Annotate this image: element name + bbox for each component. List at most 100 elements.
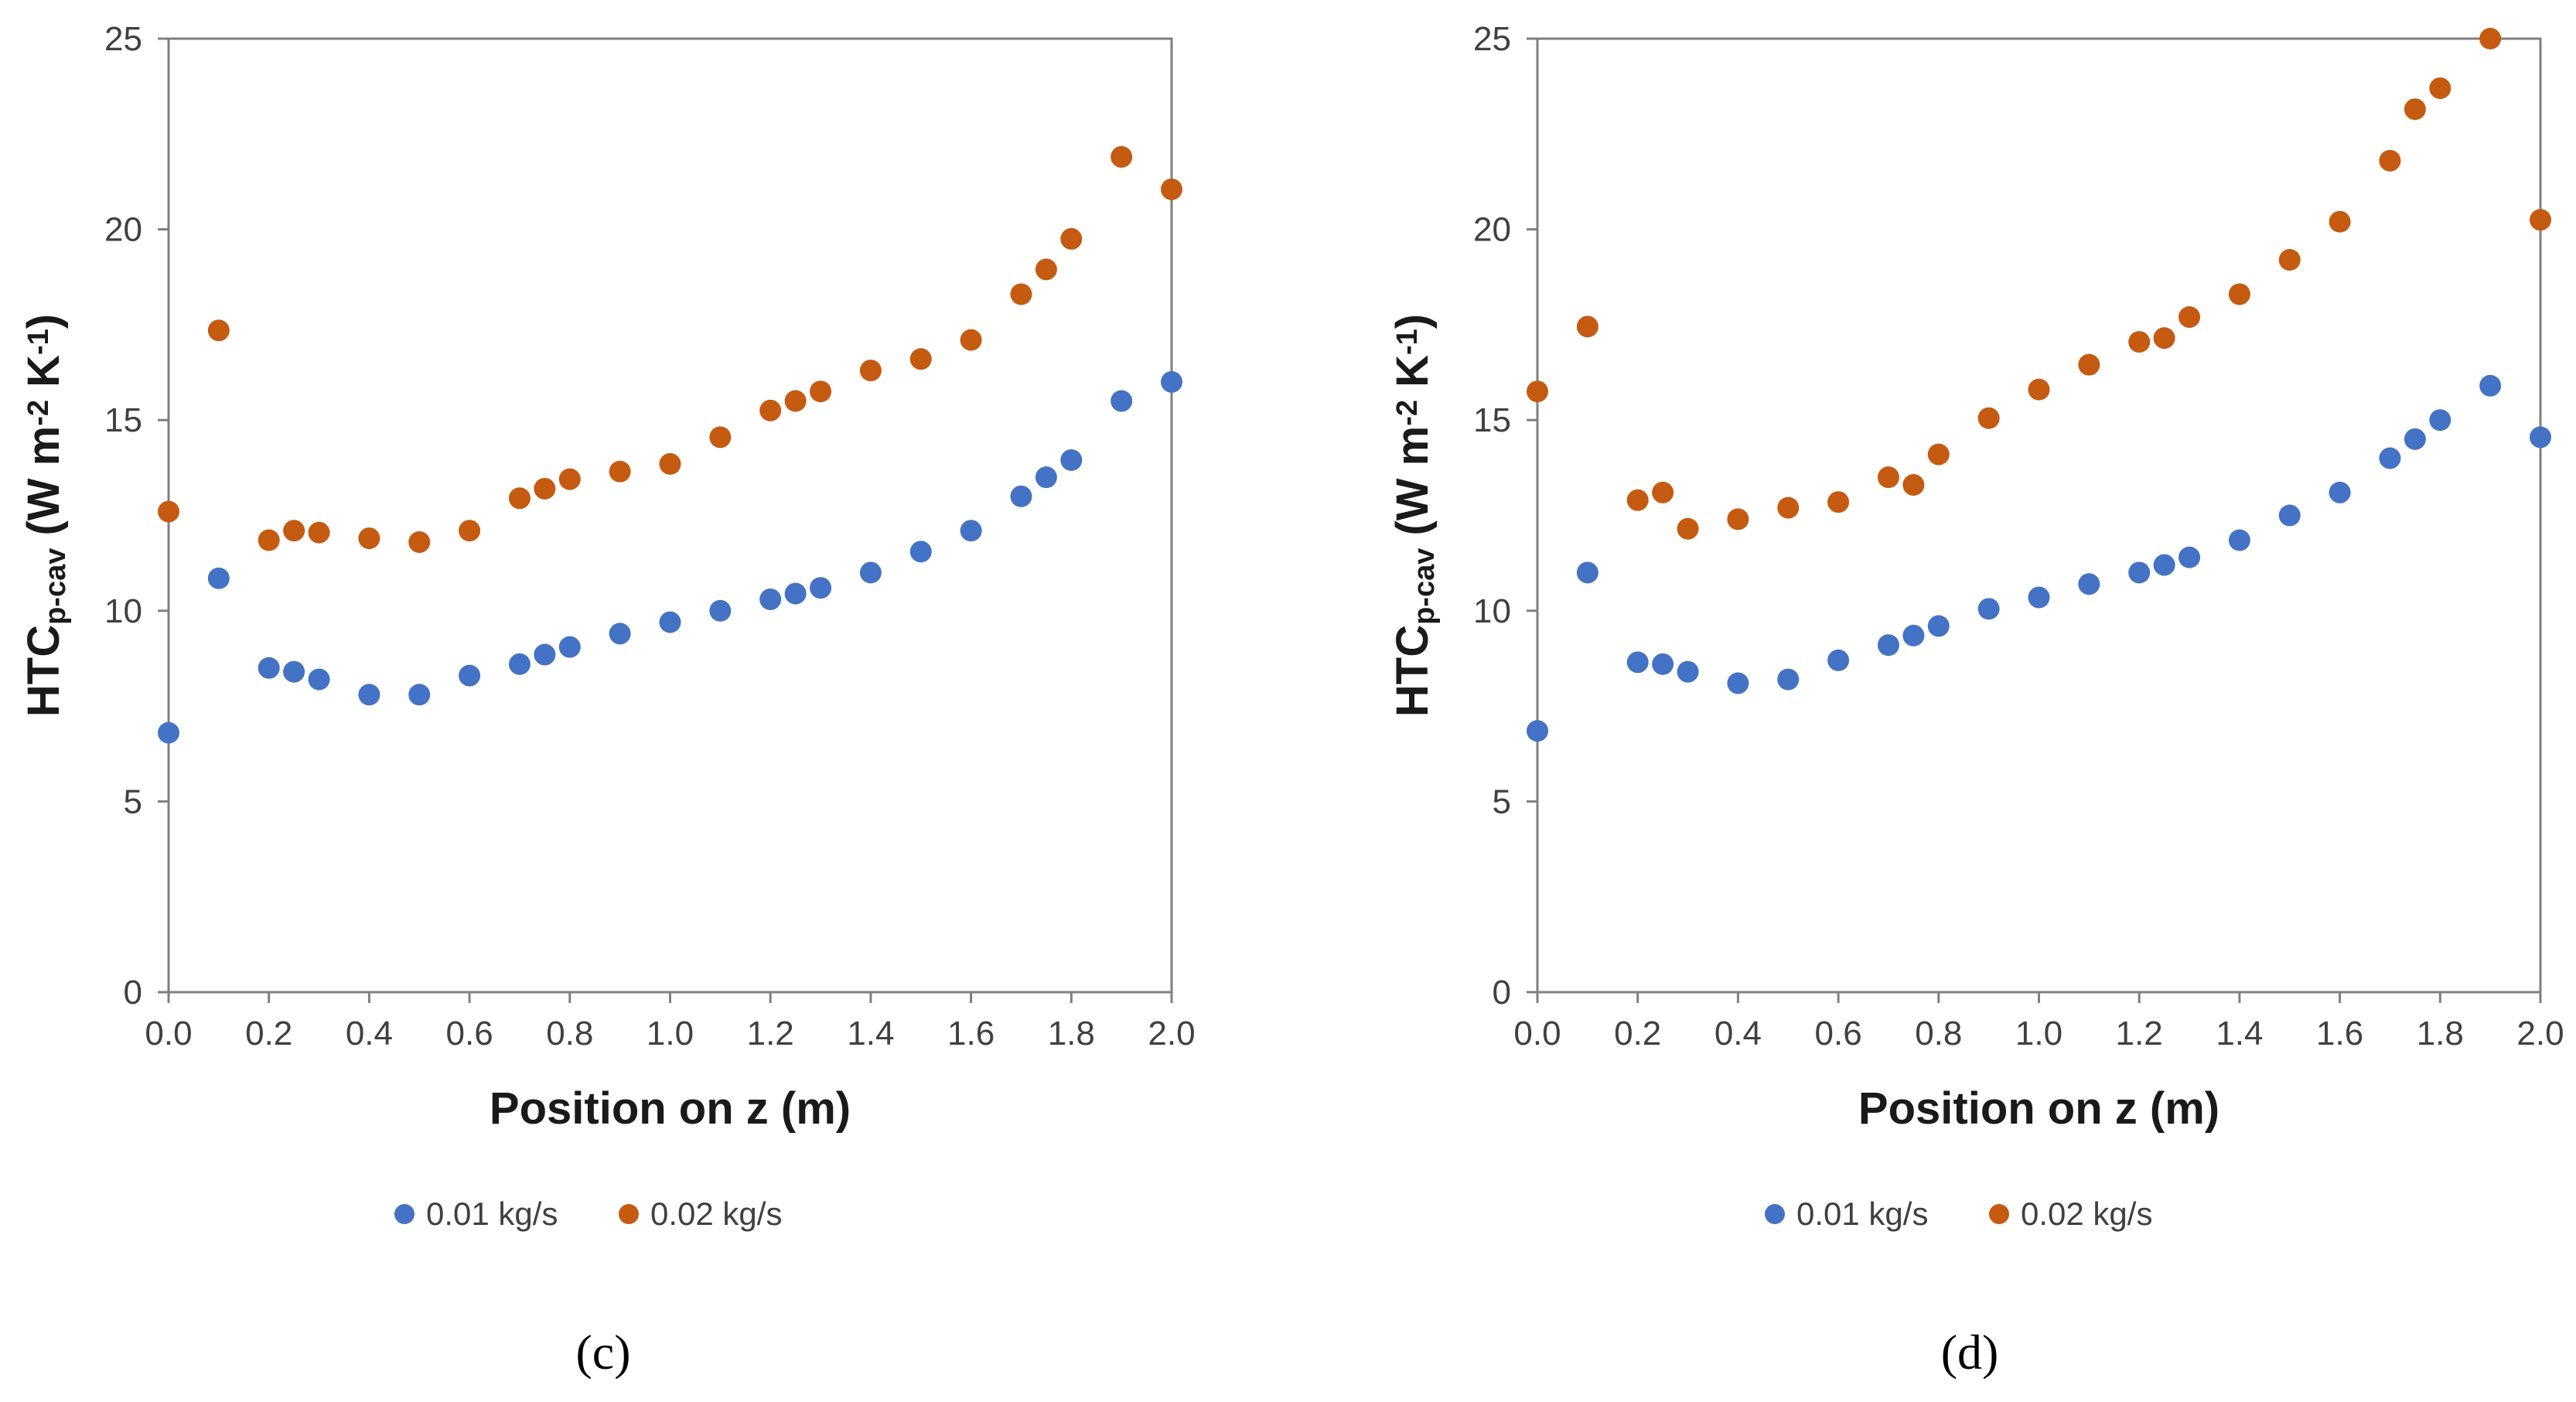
x-tick-label: 1.2 <box>2116 1015 2163 1052</box>
y-tick-label: 20 <box>1473 211 1511 249</box>
data-point <box>534 643 556 666</box>
x-tick-label: 0.0 <box>1513 1015 1561 1052</box>
plot-area-frame <box>1536 37 2542 994</box>
data-point <box>784 582 807 605</box>
x-tick-label: 2.0 <box>1148 1015 1195 1052</box>
y-axis-title-units-a: (W m <box>1387 426 1438 548</box>
data-point <box>1626 489 1649 511</box>
data-point <box>2379 447 2401 469</box>
data-point <box>609 460 631 483</box>
data-point <box>158 721 179 744</box>
data-point <box>1777 668 1800 691</box>
data-point <box>1727 508 1749 530</box>
x-tick-label: 0.0 <box>145 1015 192 1052</box>
data-point <box>2128 331 2151 353</box>
data-point <box>659 452 681 475</box>
data-point <box>2153 554 2175 576</box>
data-point <box>1626 651 1649 674</box>
data-point <box>1035 258 1057 281</box>
data-point <box>1576 316 1598 338</box>
x-tick-label: 1.8 <box>2417 1015 2464 1052</box>
y-axis-title-main: HTC <box>1387 625 1438 717</box>
data-point <box>2379 149 2401 172</box>
y-tick-label: 0 <box>124 974 142 1011</box>
y-axis-title-units-b: K <box>19 355 69 400</box>
data-point <box>1827 491 1850 513</box>
data-point <box>1035 466 1057 489</box>
series-0-02-kgs <box>1527 28 2551 540</box>
data-point <box>1652 481 1674 503</box>
x-tick-label: 1.2 <box>747 1015 794 1052</box>
data-point <box>1010 485 1032 507</box>
y-tick-label: 5 <box>124 783 142 820</box>
y-tick-label: 25 <box>1473 20 1511 58</box>
data-point <box>158 500 179 523</box>
data-point <box>1727 672 1749 694</box>
chart-panel-c: 0 5 10 15 20 25 0.0 0.2 0.4 0.6 0.8 1.0 1.2 1.4 1.6 1.8… <box>19 20 1196 1380</box>
data-point <box>1977 598 2000 620</box>
data-point <box>1677 517 1699 540</box>
y-tick-label: 15 <box>104 401 142 439</box>
x-axis-title: Position on z (m) <box>490 1083 851 1134</box>
y-axis-title: HTCp-cav (W m-2 K-1) <box>1387 314 1441 717</box>
y-tick-label: 10 <box>104 592 142 630</box>
data-point <box>2028 378 2050 401</box>
panel-label: (d) <box>1941 1325 1999 1380</box>
data-point <box>2028 586 2050 609</box>
data-point <box>1527 720 1548 742</box>
y-axis-title-sub: p-cav <box>39 548 72 625</box>
data-point <box>308 668 330 691</box>
data-point <box>2404 428 2426 450</box>
x-axis-title: Position on z (m) <box>1858 1083 2219 1134</box>
y-tick-label: 0 <box>1493 974 1511 1011</box>
data-point <box>1902 624 1925 646</box>
data-point <box>960 520 982 542</box>
x-tick-label: 1.4 <box>2216 1015 2263 1052</box>
data-point <box>1060 227 1083 250</box>
data-point <box>709 426 732 449</box>
y-axis-title-sup-b: -1 <box>22 329 55 355</box>
y-axis-title-units-a: (W m <box>19 426 69 548</box>
legend-label: 0.01 kg/s <box>426 1196 558 1232</box>
data-point <box>709 599 732 622</box>
data-point <box>1927 443 1950 466</box>
y-tick-label: 25 <box>104 20 142 58</box>
data-point <box>784 390 807 412</box>
data-point <box>1576 561 1598 584</box>
y-axis-title: HTCp-cav (W m-2 K-1) <box>19 314 72 717</box>
y-axis-title-main: HTC <box>19 625 69 717</box>
x-tick-label: 1.8 <box>1048 1015 1095 1052</box>
data-point <box>2404 98 2426 121</box>
data-point <box>1161 370 1182 393</box>
data-point <box>2329 210 2351 233</box>
legend-marker <box>1765 1204 1785 1224</box>
data-point <box>1111 145 1133 168</box>
data-point <box>358 527 380 550</box>
x-tick-label: 1.0 <box>647 1015 694 1052</box>
y-axis-title-sub: p-cav <box>1408 548 1441 625</box>
y-axis-title-sup-b: -1 <box>1391 329 1424 355</box>
data-point <box>558 636 581 658</box>
data-point <box>2128 561 2151 584</box>
data-point <box>1111 390 1133 412</box>
x-tick-label: 1.6 <box>2316 1015 2363 1052</box>
series-0-01-kgs <box>1527 374 2551 742</box>
data-point <box>207 319 230 342</box>
y-axis-title-units-b: K <box>1387 355 1438 400</box>
data-point <box>1877 634 1899 657</box>
data-point <box>2228 529 2250 551</box>
data-point <box>408 684 431 706</box>
x-tick-label: 2.0 <box>2516 1015 2564 1052</box>
data-point <box>459 520 481 542</box>
x-tick-label: 0.6 <box>446 1015 493 1052</box>
plot-area-frame <box>167 37 1173 994</box>
data-point <box>508 487 531 510</box>
data-point <box>1161 178 1182 200</box>
legend-marker <box>394 1204 415 1224</box>
data-point <box>508 653 531 675</box>
legend-label: 0.02 kg/s <box>650 1196 782 1232</box>
data-point <box>1902 474 1925 496</box>
data-point <box>2179 306 2201 329</box>
x-tick-label: 0.2 <box>1614 1015 1661 1052</box>
